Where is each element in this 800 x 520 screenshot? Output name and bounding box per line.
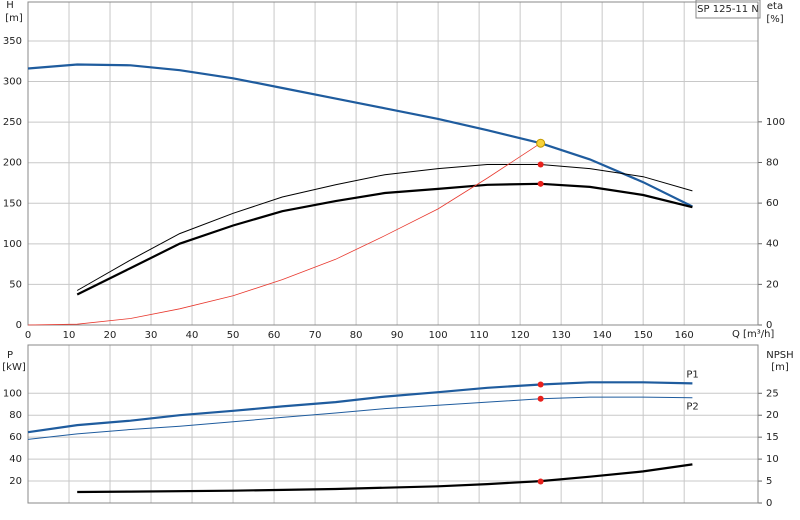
curve xyxy=(76,164,693,291)
y2-tick-label: 20 xyxy=(766,410,779,421)
x-tick-label: 40 xyxy=(186,330,199,341)
y2-tick-label: 5 xyxy=(766,476,772,487)
p-unit: [kW] xyxy=(2,362,26,373)
y2-tick-label: 80 xyxy=(766,157,779,168)
operating-point xyxy=(537,478,544,485)
x-tick-label: 50 xyxy=(227,330,240,341)
x-tick-label: 150 xyxy=(634,330,653,341)
npsh-label: NPSH xyxy=(766,350,793,361)
eta-unit: [%] xyxy=(766,14,783,25)
h-label: H xyxy=(6,0,14,11)
curve xyxy=(27,396,693,440)
p-label: P xyxy=(7,350,13,361)
plot-frame xyxy=(27,1,759,326)
y2-tick-label: 100 xyxy=(766,117,785,128)
x-tick-label: 70 xyxy=(309,330,322,341)
y-tick-label: 40 xyxy=(9,454,22,465)
y-tick-label: 80 xyxy=(9,410,22,421)
x-tick-label: 0 xyxy=(25,330,31,341)
x-tick-label: 30 xyxy=(145,330,158,341)
x-tick-label: 20 xyxy=(104,330,117,341)
curve xyxy=(27,63,693,208)
operating-point xyxy=(536,138,546,148)
y2-tick-label: 10 xyxy=(766,454,779,465)
y-tick-label: 200 xyxy=(3,158,22,169)
curve-label: P2 xyxy=(686,402,698,413)
y2-tick-label: 25 xyxy=(766,388,779,399)
x-tick-label: 110 xyxy=(470,330,489,341)
y-tick-label: 0 xyxy=(16,320,22,331)
curve xyxy=(27,142,541,326)
curve-label: P1 xyxy=(686,369,698,380)
operating-point xyxy=(537,395,544,402)
y-tick-label: 250 xyxy=(3,117,22,128)
x-tick-label: 120 xyxy=(511,330,530,341)
x-tick-label: 160 xyxy=(675,330,694,341)
operating-point xyxy=(537,381,544,388)
y-tick-label: 100 xyxy=(3,239,22,250)
h-unit: [m] xyxy=(5,13,23,24)
curve xyxy=(27,381,693,434)
curve xyxy=(77,463,693,494)
title-box xyxy=(695,0,761,19)
chart-title: SP 125-11 N xyxy=(697,4,759,15)
x-tick-label: 10 xyxy=(63,330,76,341)
x-tick-label: 130 xyxy=(552,330,571,341)
y2-tick-label: 20 xyxy=(766,279,779,290)
y2-tick-label: 60 xyxy=(766,198,779,209)
y-tick-label: 20 xyxy=(9,476,22,487)
x-tick-label: 80 xyxy=(350,330,363,341)
curve xyxy=(76,182,693,296)
y2-tick-label: 15 xyxy=(766,432,779,443)
y-tick-label: 300 xyxy=(3,77,22,88)
x-tick-label: 140 xyxy=(593,330,612,341)
x-tick-label: 90 xyxy=(391,330,404,341)
y-tick-label: 350 xyxy=(3,36,22,47)
y2-tick-label: 0 xyxy=(766,498,772,509)
eta-label: eta xyxy=(767,1,783,12)
npsh-unit: [m] xyxy=(771,362,789,373)
x-tick-label: 100 xyxy=(429,330,448,341)
operating-point xyxy=(537,161,544,168)
y2-tick-label: 0 xyxy=(766,320,772,331)
y-tick-label: 50 xyxy=(9,279,22,290)
y-tick-label: 60 xyxy=(9,432,22,443)
x-tick-label: 60 xyxy=(268,330,281,341)
operating-point xyxy=(537,180,544,187)
y-tick-label: 100 xyxy=(3,388,22,399)
x-axis-label: Q [m³/h] xyxy=(732,329,774,340)
y2-tick-label: 40 xyxy=(766,239,779,250)
plot-frame xyxy=(27,344,759,504)
y-tick-label: 150 xyxy=(3,198,22,209)
